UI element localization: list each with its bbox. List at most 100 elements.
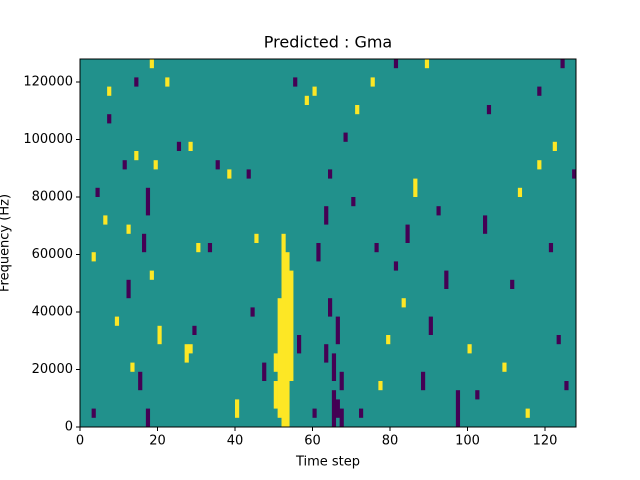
heatmap-cell [246,169,251,179]
heatmap-cell [227,169,232,179]
heatmap-cell [196,243,201,253]
heatmap-cell [130,362,135,372]
heatmap-cell [483,215,488,234]
heatmap-cell [428,316,433,335]
heatmap-cell [250,307,255,317]
heatmap-cell [370,77,375,87]
heatmap-cell [486,105,492,115]
heatmap-cell [281,233,286,427]
heatmap-cell [107,114,112,124]
heatmap-cell [324,344,329,363]
heatmap-cell [157,325,162,345]
x-tick-label: 100 [455,434,480,449]
heatmap-cell [556,335,561,345]
heatmap-cell [312,408,317,418]
chart-title: Predicted : Gma [264,33,392,52]
heatmap-cell [95,187,100,197]
x-tick-label: 40 [227,434,244,449]
heatmap-cell [304,95,309,105]
x-axis-label: Time step [295,455,360,470]
heatmap-cell [475,390,480,400]
heatmap-cell [537,160,542,170]
heatmap-cell [355,105,360,115]
y-tick-label: 100000 [23,132,73,147]
heatmap-cell [126,224,131,234]
heatmap-cell [386,335,391,345]
x-tick-label: 120 [533,434,558,449]
x-tick-label: 80 [382,434,399,449]
heatmap-cell [444,270,449,289]
y-tick-label: 0 [65,420,73,435]
heatmap-cell [502,362,507,372]
heatmap-cell [145,408,151,427]
heatmap-cell [91,252,96,262]
heatmap-cell [149,270,154,280]
heatmap-cell [312,86,317,96]
heatmap-cell [339,408,344,427]
heatmap-cell [413,178,418,197]
y-axis-label: Frequency (Hz) [0,194,13,292]
heatmap-cell [436,206,441,216]
heatmap-cell [552,141,557,151]
heatmap-cell [138,371,143,391]
y-tick-label: 60000 [32,247,73,262]
heatmap-cell [192,325,197,335]
heatmap-cell [328,169,333,179]
heatmap-cell [572,169,577,179]
heatmap-cell [289,270,294,381]
heatmap-cell [316,243,321,262]
heatmap-cell [188,344,193,354]
heatmap-cell [273,353,278,372]
heatmap-cell [184,344,189,363]
heatmap-cell [424,59,430,69]
heatmap-cell [254,233,259,243]
heatmap-cell [142,233,147,253]
heatmap-cell [324,206,329,225]
heatmap-cell [145,187,151,216]
heatmap-cell [525,408,530,418]
heatmap-cell [122,160,127,170]
y-tick-label: 40000 [32,305,73,320]
heatmap-cell [548,243,554,253]
heatmap-cell [114,316,120,326]
heatmap-cell [134,77,139,87]
heatmap-cell [378,381,383,391]
heatmap-cell [421,371,426,391]
heatmap-cell [153,160,158,170]
plot-frame [79,58,577,428]
heatmap-cell [374,243,379,253]
heatmap-cell [537,86,542,96]
heatmap-cell [455,390,461,427]
heatmap-cell [107,86,112,96]
heatmap-cell [393,261,399,271]
x-tick-label: 0 [76,434,84,449]
heatmap-cell [285,252,290,427]
heatmap-cell [331,390,337,427]
heatmap-cell [564,381,569,391]
heatmap-cell [235,399,240,418]
heatmap-background [80,59,576,427]
heatmap-cell [277,298,282,418]
heatmap-cell [207,243,213,253]
heatmap-cell [401,298,406,308]
heatmap-cell [393,59,399,69]
heatmap-cell [215,160,220,170]
y-tick-label: 20000 [32,362,73,377]
heatmap-cell [103,215,108,225]
heatmap-cell [165,77,170,87]
heatmap-cell [273,381,278,409]
heatmap-cell [188,141,193,151]
heatmap-cell [510,279,515,289]
heatmap-cell [293,77,298,87]
heatmap-cell [405,224,410,243]
heatmap-cell [339,371,344,391]
heatmap-cell [176,141,182,151]
heatmap-cell [331,353,337,381]
heatmap-cell [126,279,131,299]
heatmap-cell [335,316,340,345]
x-tick-label: 20 [149,434,166,449]
heatmap-cell [351,197,356,207]
x-tick-label: 60 [304,434,321,449]
heatmap-cell [149,59,154,69]
